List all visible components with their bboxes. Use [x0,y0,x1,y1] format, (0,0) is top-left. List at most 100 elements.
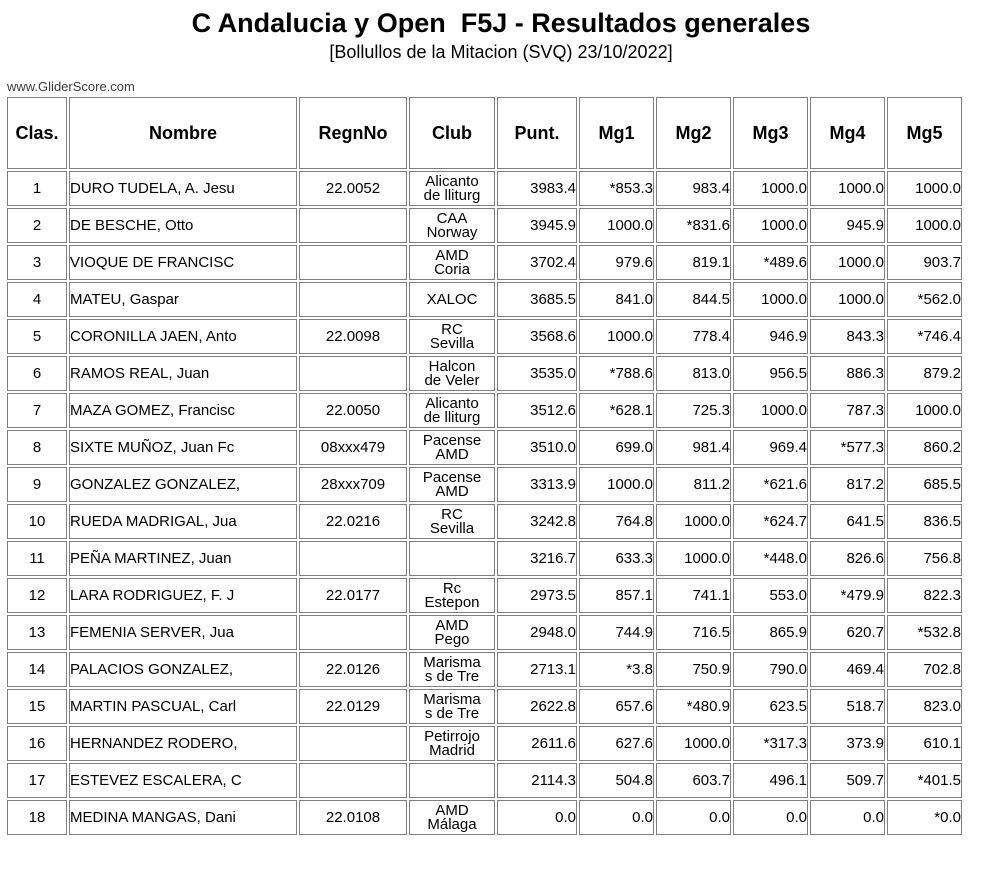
club-cell: RC Sevilla [409,504,495,539]
mg4-cell: 620.7 [810,615,885,650]
mg1-cell: *3.8 [579,652,654,687]
mg4-cell: *479.9 [810,578,885,613]
points-cell: 0.0 [497,800,577,835]
table-row: 4 MATEU, Gaspar XALOC 3685.5 841.0 844.5 1000.… [7,282,962,317]
mg2-cell: 844.5 [656,282,731,317]
mg3-cell: 865.9 [733,615,808,650]
report-subtitle: [Bollullos de la Mitacion (SVQ) 23/10/20… [329,42,673,62]
mg2-cell: 603.7 [656,763,731,798]
mg4-cell: 1000.0 [810,171,885,206]
mg3-cell: *624.7 [733,504,808,539]
mg1-cell: *628.1 [579,393,654,428]
mg5-cell: *0.0 [887,800,962,835]
mg4-cell: 843.3 [810,319,885,354]
mg1-cell: 627.6 [579,726,654,761]
regno-cell: 22.0050 [299,393,407,428]
mg4-cell: 886.3 [810,356,885,391]
column-header-nombre: Nombre [69,97,297,169]
regno-cell: 22.0052 [299,171,407,206]
regno-cell: 22.0177 [299,578,407,613]
table-row: 16 HERNANDEZ RODERO, Petirrojo Madrid 2611.… [7,726,962,761]
column-header-mg4: Mg4 [810,97,885,169]
mg2-cell: 0.0 [656,800,731,835]
table-row: 17 ESTEVEZ ESCALERA, C 2114.3 504.8 603.7 496… [7,763,962,798]
mg3-cell: *448.0 [733,541,808,576]
mg5-cell: 1000.0 [887,171,962,206]
name-cell: MEDINA MANGAS, Dani [69,800,297,835]
mg3-cell: 790.0 [733,652,808,687]
mg1-cell: 979.6 [579,245,654,280]
mg3-cell: 946.9 [733,319,808,354]
points-cell: 2611.6 [497,726,577,761]
mg4-cell: 1000.0 [810,245,885,280]
club-cell: Marisma s de Tre [409,652,495,687]
club-cell: Petirrojo Madrid [409,726,495,761]
regno-cell [299,726,407,761]
mg1-cell: 841.0 [579,282,654,317]
mg5-cell: 702.8 [887,652,962,687]
name-cell: RAMOS REAL, Juan [69,356,297,391]
club-cell: Halcon de Veler [409,356,495,391]
results-tbody: 1 DURO TUDELA, A. Jesu 22.0052 Alicanto de … [7,171,962,835]
column-header-mg1: Mg1 [579,97,654,169]
points-cell: 2948.0 [497,615,577,650]
club-cell: RC Sevilla [409,319,495,354]
table-row: 3 VIOQUE DE FRANCISC AMD Coria 3702.4 979.6 8… [7,245,962,280]
points-cell: 3983.4 [497,171,577,206]
mg4-cell: 373.9 [810,726,885,761]
points-cell: 3512.6 [497,393,577,428]
mg4-cell: 641.5 [810,504,885,539]
club-cell [409,541,495,576]
mg2-cell: 716.5 [656,615,731,650]
mg3-cell: 553.0 [733,578,808,613]
mg4-cell: 787.3 [810,393,885,428]
club-cell [409,763,495,798]
club-cell: Marisma s de Tre [409,689,495,724]
mg1-cell: 744.9 [579,615,654,650]
points-cell: 3510.0 [497,430,577,465]
points-cell: 2713.1 [497,652,577,687]
name-cell: MARTIN PASCUAL, Carl [69,689,297,724]
mg1-cell: 1000.0 [579,208,654,243]
mg5-cell: 903.7 [887,245,962,280]
name-cell: PEÑA MARTINEZ, Juan [69,541,297,576]
mg4-cell: 817.2 [810,467,885,502]
mg4-cell: *577.3 [810,430,885,465]
mg3-cell: 956.5 [733,356,808,391]
table-row: 1 DURO TUDELA, A. Jesu 22.0052 Alicanto de … [7,171,962,206]
club-cell: XALOC [409,282,495,317]
rank-cell: 4 [7,282,67,317]
mg5-cell: *532.8 [887,615,962,650]
mg5-cell: 756.8 [887,541,962,576]
club-cell: Rc Estepon [409,578,495,613]
club-cell: AMD Coria [409,245,495,280]
column-header-punt: Punt. [497,97,577,169]
mg1-cell: 657.6 [579,689,654,724]
mg5-cell: 822.3 [887,578,962,613]
rank-cell: 17 [7,763,67,798]
mg2-cell: 981.4 [656,430,731,465]
name-cell: FEMENIA SERVER, Jua [69,615,297,650]
results-table: Clas. Nombre RegnNo Club Punt. Mg1 Mg2 M… [5,95,964,837]
gliderscore-url: www.GliderScore.com [7,79,135,94]
points-cell: 3242.8 [497,504,577,539]
table-row: 15 MARTIN PASCUAL, Carl 22.0129 Marisma s d… [7,689,962,724]
rank-cell: 15 [7,689,67,724]
mg4-cell: 826.6 [810,541,885,576]
mg5-cell: *746.4 [887,319,962,354]
table-row: 11 PEÑA MARTINEZ, Juan 3216.7 633.3 1000.0 *4… [7,541,962,576]
points-cell: 3568.6 [497,319,577,354]
rank-cell: 14 [7,652,67,687]
rank-cell: 8 [7,430,67,465]
points-cell: 3945.9 [497,208,577,243]
mg1-cell: 764.8 [579,504,654,539]
points-cell: 2622.8 [497,689,577,724]
table-row: 7 MAZA GOMEZ, Francisc 22.0050 Alicanto de … [7,393,962,428]
mg1-cell: *853.3 [579,171,654,206]
mg1-cell: 699.0 [579,430,654,465]
regno-cell [299,208,407,243]
regno-cell [299,356,407,391]
mg5-cell: 1000.0 [887,393,962,428]
name-cell: CORONILLA JAEN, Anto [69,319,297,354]
